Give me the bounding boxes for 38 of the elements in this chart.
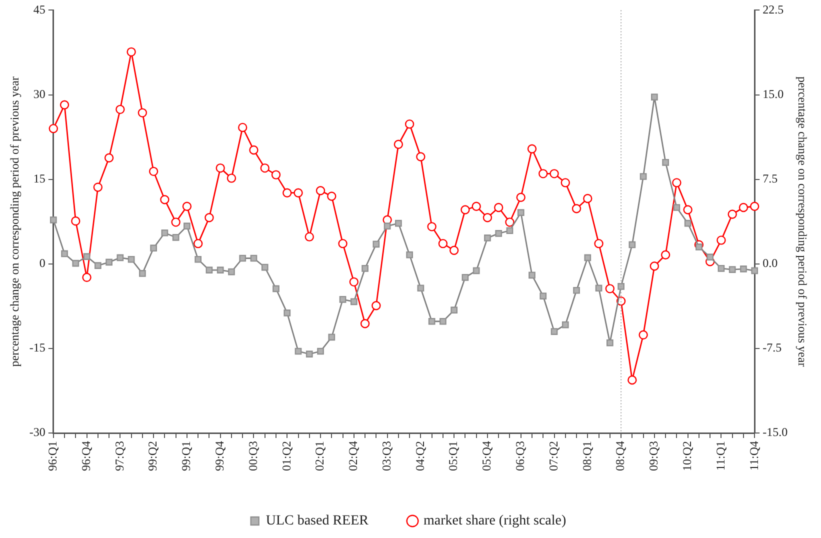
y2-tick-label: 7.5 <box>762 171 778 186</box>
y-tick-label: 15 <box>33 171 46 186</box>
x-tick-label: 02:Q1 <box>312 441 327 471</box>
x-tick-label: 04:Q2 <box>412 441 427 471</box>
x-tick-label: 09:Q3 <box>646 441 661 471</box>
y2-tick-label: -7.5 <box>762 340 782 355</box>
x-tick-label: 07:Q2 <box>546 441 560 471</box>
x-tick-label: 96:Q4 <box>78 441 93 471</box>
x-tick-label: 99:Q1 <box>179 441 194 471</box>
x-tick-label: 99:Q2 <box>146 441 160 471</box>
x-tick-label: 06:Q3 <box>513 441 528 471</box>
y2-axis-title: percentage change on corresponding period of previous year <box>796 76 810 367</box>
x-tick-label: 96:Q1 <box>46 441 60 471</box>
y-tick-label: 45 <box>33 2 46 16</box>
x-tick-label: 10:Q2 <box>680 441 694 471</box>
y-tick-label: -15 <box>29 340 46 355</box>
y2-tick-label: 0.0 <box>762 256 778 270</box>
x-tick-label: 05:Q4 <box>480 441 494 471</box>
y-tick-label: 0 <box>39 256 46 270</box>
legend-label: ULC based REER <box>266 514 370 529</box>
x-tick-label: 03:Q3 <box>379 441 394 471</box>
x-tick-label: 00:Q3 <box>246 441 260 471</box>
x-tick-label: 02:Q4 <box>346 441 360 471</box>
x-tick-label: 99:Q4 <box>212 441 227 471</box>
x-tick-label: 08:Q1 <box>580 441 594 471</box>
y2-tick-label: -15.0 <box>762 425 788 440</box>
legend-label: market share (right scale) <box>424 514 566 529</box>
x-tick-label: 01:Q2 <box>279 441 294 471</box>
y2-tick-label: 15.0 <box>762 86 784 101</box>
x-tick-label: 11:Q4 <box>746 441 761 471</box>
y-axis-title: percentage change on corresponding period of previous year <box>7 76 22 367</box>
x-tick-label: 11:Q1 <box>713 441 728 471</box>
x-tick-label: 97:Q3 <box>112 441 126 471</box>
y-tick-label: 30 <box>33 86 46 101</box>
x-tick-label: 08:Q4 <box>613 441 628 471</box>
y2-tick-label: 22.5 <box>762 2 784 16</box>
x-tick-label: 05:Q1 <box>446 441 460 471</box>
y-tick-label: -30 <box>29 425 46 440</box>
